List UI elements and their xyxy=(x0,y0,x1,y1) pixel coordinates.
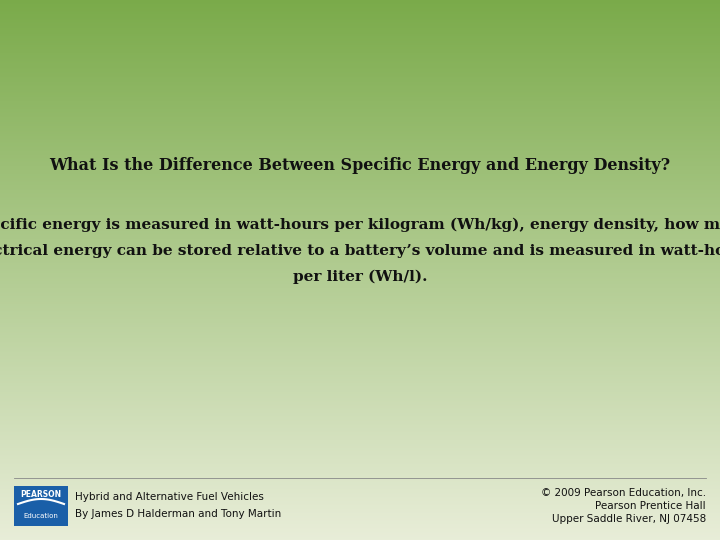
Text: Pearson Prentice Hall: Pearson Prentice Hall xyxy=(595,501,706,511)
Text: What Is the Difference Between Specific Energy and Energy Density?: What Is the Difference Between Specific … xyxy=(50,157,670,173)
Text: By James D Halderman and Tony Martin: By James D Halderman and Tony Martin xyxy=(75,509,282,519)
Text: Upper Saddle River, NJ 07458: Upper Saddle River, NJ 07458 xyxy=(552,514,706,524)
FancyBboxPatch shape xyxy=(14,486,68,526)
Text: electrical energy can be stored relative to a battery’s volume and is measured i: electrical energy can be stored relative… xyxy=(0,244,720,258)
Text: Hybrid and Alternative Fuel Vehicles: Hybrid and Alternative Fuel Vehicles xyxy=(75,492,264,502)
Text: PEARSON: PEARSON xyxy=(20,490,62,500)
Text: Education: Education xyxy=(24,513,58,519)
Text: © 2009 Pearson Education, Inc.: © 2009 Pearson Education, Inc. xyxy=(541,488,706,498)
Text: Specific energy is measured in watt-hours per kilogram (Wh/kg), energy density, : Specific energy is measured in watt-hour… xyxy=(0,218,720,232)
Text: per liter (Wh/l).: per liter (Wh/l). xyxy=(293,270,427,284)
